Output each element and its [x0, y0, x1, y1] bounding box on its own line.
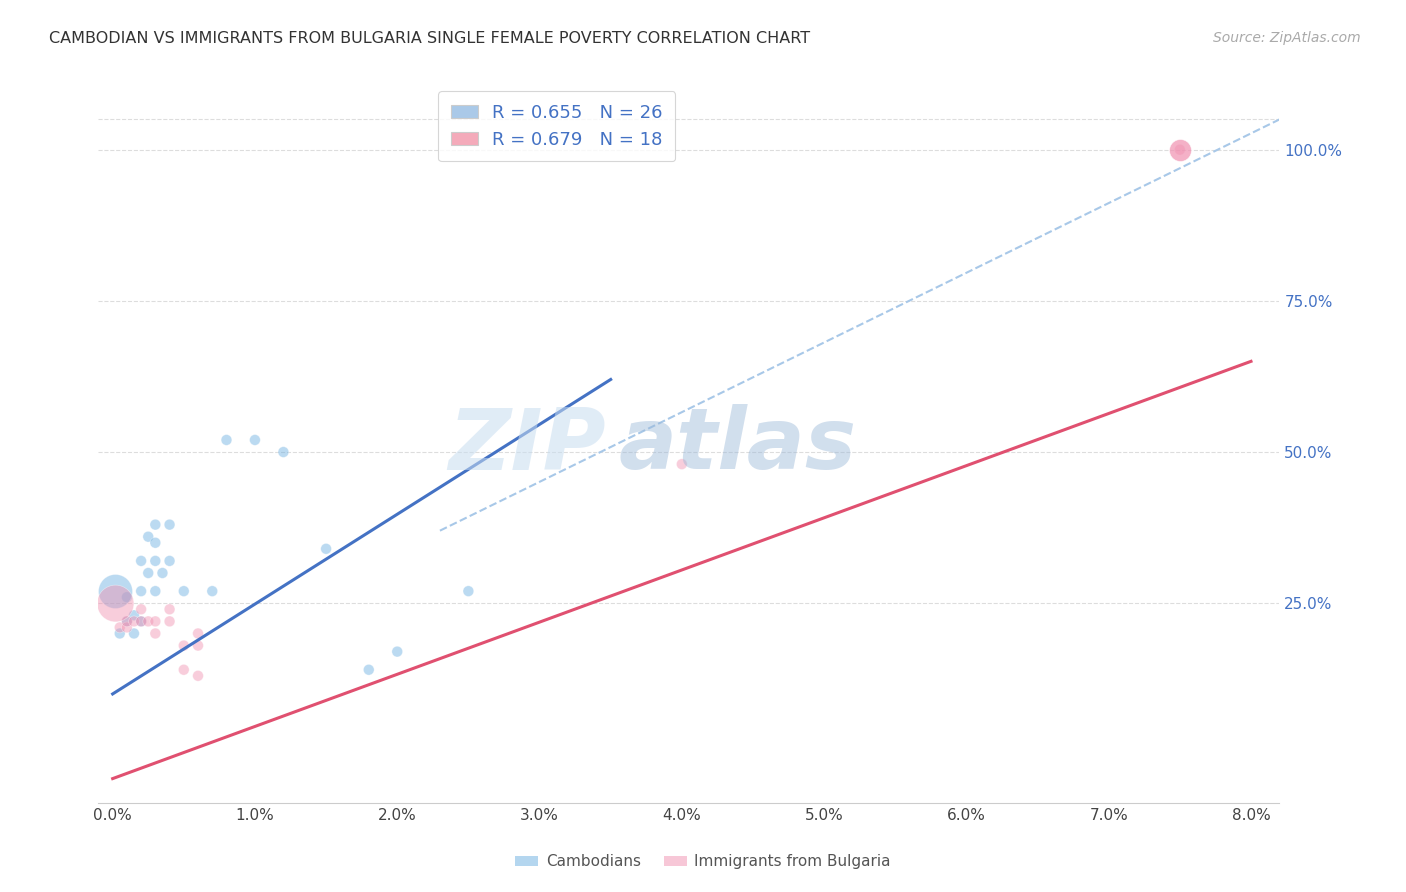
- Point: [357, 663, 380, 677]
- Text: atlas: atlas: [619, 404, 856, 488]
- Point: [159, 554, 181, 568]
- Point: [173, 639, 195, 653]
- Point: [136, 566, 159, 580]
- Text: Source: ZipAtlas.com: Source: ZipAtlas.com: [1213, 31, 1361, 45]
- Legend: R = 0.655   N = 26, R = 0.679   N = 18: R = 0.655 N = 26, R = 0.679 N = 18: [439, 91, 675, 161]
- Point: [115, 620, 138, 634]
- Point: [143, 584, 166, 599]
- Point: [201, 584, 224, 599]
- Point: [122, 608, 145, 623]
- Point: [159, 517, 181, 532]
- Point: [143, 615, 166, 629]
- Point: [129, 615, 152, 629]
- Point: [129, 602, 152, 616]
- Point: [273, 445, 295, 459]
- Point: [387, 645, 409, 659]
- Point: [671, 457, 693, 471]
- Point: [108, 626, 131, 640]
- Point: [152, 566, 174, 580]
- Point: [115, 590, 138, 604]
- Point: [187, 626, 209, 640]
- Point: [1168, 143, 1191, 157]
- Point: [1168, 143, 1191, 157]
- Point: [187, 669, 209, 683]
- Point: [143, 626, 166, 640]
- Point: [159, 602, 181, 616]
- Text: CAMBODIAN VS IMMIGRANTS FROM BULGARIA SINGLE FEMALE POVERTY CORRELATION CHART: CAMBODIAN VS IMMIGRANTS FROM BULGARIA SI…: [49, 31, 810, 46]
- Point: [143, 554, 166, 568]
- Point: [129, 584, 152, 599]
- Point: [187, 639, 209, 653]
- Point: [136, 530, 159, 544]
- Point: [143, 535, 166, 549]
- Point: [115, 615, 138, 629]
- Text: ZIP: ZIP: [449, 404, 606, 488]
- Point: [104, 584, 127, 599]
- Point: [129, 615, 152, 629]
- Point: [215, 433, 238, 447]
- Point: [143, 517, 166, 532]
- Point: [315, 541, 337, 556]
- Point: [173, 663, 195, 677]
- Point: [129, 554, 152, 568]
- Point: [457, 584, 479, 599]
- Point: [173, 584, 195, 599]
- Legend: Cambodians, Immigrants from Bulgaria: Cambodians, Immigrants from Bulgaria: [509, 848, 897, 875]
- Point: [159, 615, 181, 629]
- Point: [243, 433, 266, 447]
- Point: [108, 620, 131, 634]
- Point: [136, 615, 159, 629]
- Point: [122, 615, 145, 629]
- Point: [122, 626, 145, 640]
- Point: [104, 596, 127, 610]
- Point: [115, 615, 138, 629]
